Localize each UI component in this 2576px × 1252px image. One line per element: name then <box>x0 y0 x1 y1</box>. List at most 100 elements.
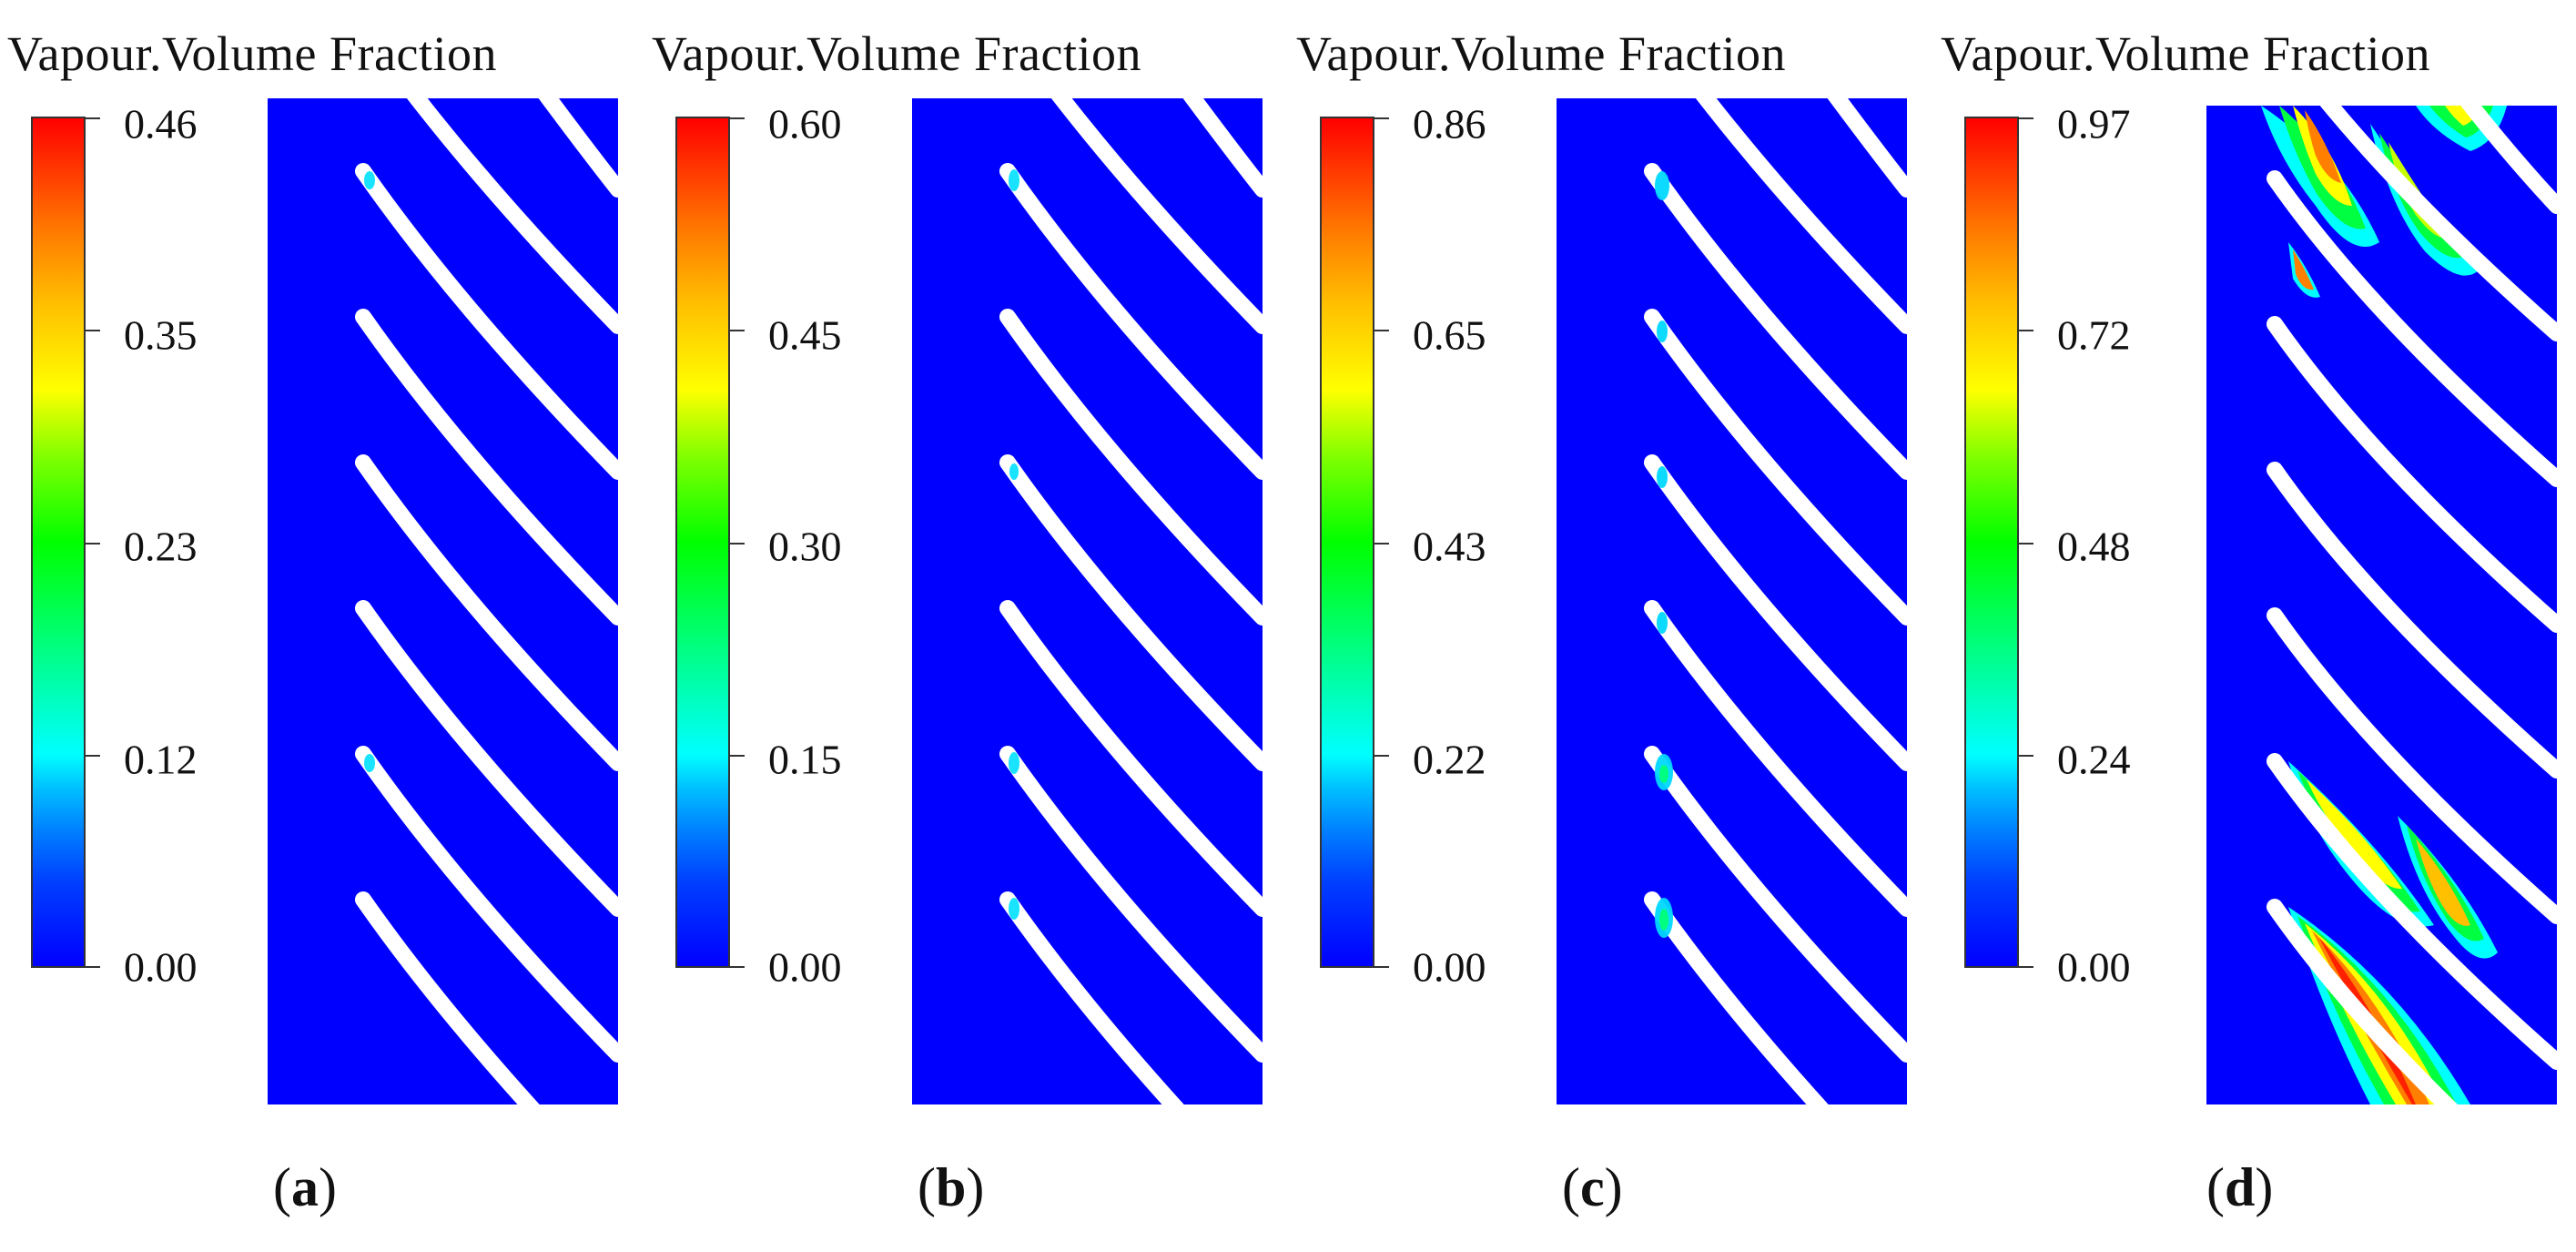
caption-d: (d) <box>2206 1157 2274 1217</box>
colorbar-title: Vapour.Volume Fraction <box>652 26 1141 81</box>
blade <box>355 891 540 1104</box>
tick-label-mid: 0.48 <box>2057 523 2131 570</box>
blade-cascade-contour <box>268 98 618 1104</box>
tick-label-mid: 0.23 <box>124 523 198 570</box>
blade <box>1644 746 1907 1063</box>
blade-cascade-contour <box>1557 98 1907 1104</box>
tick-label-q1: 0.22 <box>1413 736 1486 783</box>
colorbar-tick <box>2019 330 2033 331</box>
blade <box>538 98 618 198</box>
colorbar-title: Vapour.Volume Fraction <box>1296 26 1786 81</box>
blade <box>1644 891 1829 1104</box>
blade <box>1827 98 1907 198</box>
tick-label-mid: 0.43 <box>1413 523 1486 570</box>
blade <box>2460 106 2557 214</box>
cavity <box>1009 898 1019 920</box>
colorbar-tick <box>86 330 100 331</box>
contour-svg <box>999 98 1263 1104</box>
caption-b: (b) <box>918 1157 985 1217</box>
blade <box>2319 106 2557 341</box>
colorbar <box>31 117 86 968</box>
blade <box>2267 462 2557 779</box>
cavity <box>1009 752 1019 774</box>
blade <box>2267 899 2459 1104</box>
tick-label-min: 0.00 <box>1413 943 1486 991</box>
colorbar <box>675 117 730 968</box>
colorbar-tick <box>730 755 745 757</box>
blade <box>2267 316 2557 633</box>
cavity <box>1009 463 1019 480</box>
colorbar-tick <box>730 543 745 545</box>
blade <box>1050 98 1263 334</box>
tick-label-max: 0.46 <box>124 100 198 148</box>
blade <box>355 309 618 626</box>
tick-label-q3: 0.35 <box>124 311 198 359</box>
colorbar-tick <box>730 966 745 968</box>
colorbar-tick <box>2019 117 2033 119</box>
tick-label-q3: 0.65 <box>1413 311 1486 359</box>
blade <box>999 163 1263 480</box>
cavity <box>1657 466 1668 488</box>
tick-label-q1: 0.12 <box>124 736 198 783</box>
contour-svg <box>2261 106 2557 1104</box>
blade <box>1695 98 1907 334</box>
tick-label-max: 0.97 <box>2057 100 2131 148</box>
tick-label-min: 0.00 <box>2057 943 2131 991</box>
blade <box>999 309 1263 626</box>
blade <box>355 454 618 771</box>
tick-label-max: 0.60 <box>768 100 842 148</box>
caption-c: (c) <box>1562 1157 1623 1217</box>
contour-svg <box>1644 98 1907 1104</box>
cavity-core <box>1659 765 1668 783</box>
blade <box>999 600 1263 917</box>
caption-a: (a) <box>273 1157 337 1217</box>
blade <box>1644 454 1907 771</box>
blade <box>999 454 1263 771</box>
cavity <box>1655 171 1669 200</box>
colorbar-tick <box>86 543 100 545</box>
colorbar-tick <box>1374 755 1389 757</box>
cavity-core <box>1659 909 1668 931</box>
cavity <box>364 754 375 772</box>
colorbar-tick <box>2019 543 2033 545</box>
colorbar-tick <box>730 330 745 331</box>
colorbar-tick <box>1374 330 1389 331</box>
blade <box>1182 98 1263 198</box>
colorbar <box>1964 117 2019 968</box>
tick-label-mid: 0.30 <box>768 523 842 570</box>
contour-svg <box>355 98 618 1104</box>
panel-c: Vapour.Volume Fraction 0.86 0.65 0.43 0.… <box>1289 0 1932 1252</box>
cavity <box>1657 612 1668 634</box>
blade-cascade-contour <box>2206 106 2557 1104</box>
cavity <box>1657 321 1668 342</box>
tick-label-max: 0.86 <box>1413 100 1486 148</box>
blade-cascade-contour <box>912 98 1263 1104</box>
colorbar-title: Vapour.Volume Fraction <box>1941 26 2430 81</box>
colorbar-tick <box>1374 543 1389 545</box>
colorbar <box>1320 117 1374 968</box>
colorbar-tick <box>1374 117 1389 119</box>
blade <box>2267 753 2557 1070</box>
tick-label-q3: 0.45 <box>768 311 842 359</box>
tick-label-min: 0.00 <box>768 943 842 991</box>
tick-label-min: 0.00 <box>124 943 198 991</box>
blade <box>1644 600 1907 917</box>
colorbar-tick <box>86 966 100 968</box>
colorbar-tick <box>86 117 100 119</box>
blade <box>999 891 1184 1104</box>
blade <box>355 746 618 1063</box>
colorbar-tick <box>2019 755 2033 757</box>
cavity <box>364 171 375 189</box>
blade <box>2267 607 2557 924</box>
colorbar-tick <box>2019 966 2033 968</box>
colorbar-tick <box>730 117 745 119</box>
tick-label-q3: 0.72 <box>2057 311 2131 359</box>
cavity <box>1009 169 1019 191</box>
blade <box>999 746 1263 1063</box>
panel-d: Vapour.Volume Fraction 0.97 0.72 0.48 0.… <box>1933 0 2576 1252</box>
panel-b: Vapour.Volume Fraction 0.60 0.45 0.30 0.… <box>644 0 1288 1252</box>
blade <box>1644 309 1907 626</box>
blade <box>355 163 618 480</box>
blade <box>406 98 618 334</box>
colorbar-title: Vapour.Volume Fraction <box>7 26 497 81</box>
